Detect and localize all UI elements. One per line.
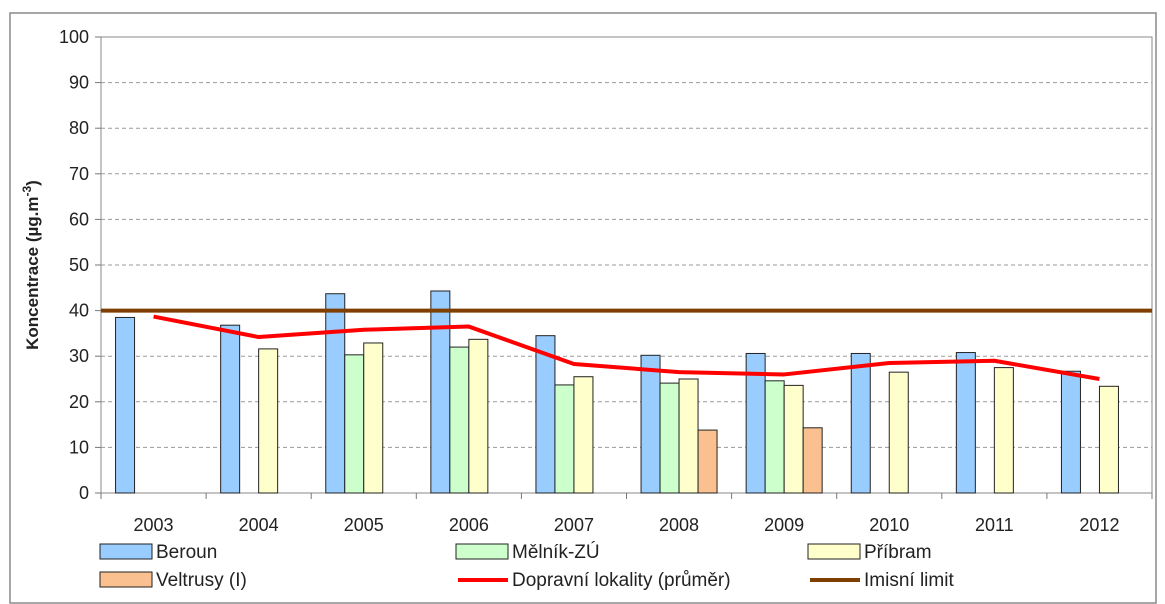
bar-beroun-2010 [850,352,871,494]
bar-beroun-2004 [220,324,241,494]
y-tick-label: 80 [69,118,89,138]
series-line-average [153,314,1100,381]
y-tick-label: 30 [69,346,89,366]
bar-p-bram-2005 [363,342,384,494]
y-tick-label: 60 [69,209,89,229]
x-tick-label: 2004 [239,515,279,535]
legend-label-beroun: Beroun [156,542,217,563]
legend-swatch-veltrusy-i- [99,571,153,588]
legend-swatch-beroun [99,543,153,560]
legend-label-veltrusy-i-: Veltrusy (I) [156,570,247,591]
x-tick-label: 2006 [449,515,489,535]
bar-beroun-2011 [955,352,976,494]
bar-p-bram-2008 [678,378,699,494]
legend-swatch-p-bram [807,543,861,560]
bar-m-ln-k-z--2008 [659,382,680,494]
bar-m-ln-k-z--2005 [344,354,365,494]
bar-beroun-2003 [115,316,136,494]
bar-veltrusy-i--2008 [697,429,718,494]
bar-p-bram-2004 [258,348,279,494]
y-tick-label: 50 [69,255,89,275]
x-tick-label: 2011 [975,515,1014,535]
x-tick-label: 2007 [554,515,594,535]
bar-m-ln-k-z--2007 [554,384,575,494]
legend-label-dopravn-lokality-pr-m-r-: Dopravní lokality (průměr) [512,570,731,591]
legend-label-imisn-limit: Imisní limit [864,570,954,591]
y-tick-label: 100 [59,27,89,47]
x-tick-label: 2005 [344,515,384,535]
y-tick-label: 10 [69,437,89,457]
legend-label-m-ln-k-z-: Mělník-ZÚ [512,541,600,563]
legend-swatch-m-ln-k-z- [455,543,509,560]
bar-p-bram-2011 [993,367,1014,494]
y-axis-label: Koncentrace (µg.m-3) [20,180,42,350]
y-tick-label: 0 [79,483,89,503]
bar-beroun-2012 [1060,370,1081,494]
bar-beroun-2008 [640,354,661,494]
bar-beroun-2007 [535,335,556,494]
x-tick-label: 2012 [1079,515,1119,535]
x-tick-label: 2010 [869,515,909,535]
y-tick-label: 20 [69,392,89,412]
y-tick-label: 70 [69,164,89,184]
bar-p-bram-2007 [573,376,594,494]
x-tick-label: 2003 [134,515,174,535]
legend-label-p-bram: Příbram [864,542,932,563]
bar-veltrusy-i--2009 [802,427,823,494]
bar-p-bram-2006 [468,338,489,494]
bar-m-ln-k-z--2009 [764,380,785,494]
x-tick-label: 2008 [659,515,699,535]
y-tick-label: 40 [69,301,89,321]
bar-beroun-2005 [325,293,346,494]
bar-p-bram-2010 [888,371,909,494]
y-tick-label: 90 [69,73,89,93]
bar-p-bram-2012 [1098,385,1119,494]
x-tick-label: 2009 [764,515,804,535]
bar-m-ln-k-z--2006 [449,346,470,494]
bar-beroun-2006 [430,290,451,494]
bar-p-bram-2009 [783,384,804,494]
